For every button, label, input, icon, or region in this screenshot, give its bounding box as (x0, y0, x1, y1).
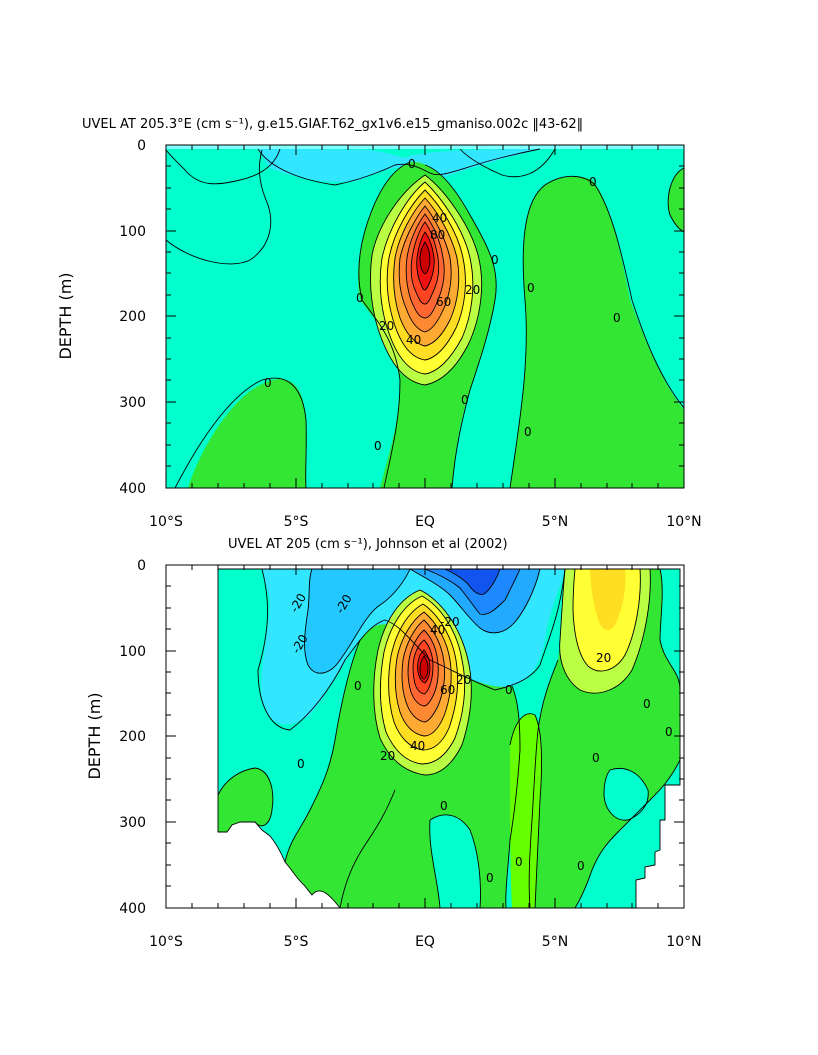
top-contour-label: 80 (430, 228, 445, 242)
top-contour-labels: 0 0 0 0 0 0 0 0 0 0 20 20 40 40 60 80 (264, 157, 621, 453)
bottom-fill-west-20 (304, 569, 410, 674)
top-y-axis-label: DEPTH (m) (56, 272, 75, 359)
top-x-tick-label: 10°S (149, 514, 183, 530)
bottom-contour-label: 0 (354, 679, 362, 693)
bottom-x-tick-labels: 10°S 5°S EQ 5°N 10°N (149, 934, 702, 950)
top-contour-label: 0 (524, 425, 532, 439)
bottom-contour-lines (217, 568, 681, 908)
top-fill-green-east (510, 176, 684, 488)
top-y-tick-label: 100 (119, 224, 146, 240)
bottom-panel: UVEL AT 205 (cm s⁻¹), Johnson et al (200… (85, 537, 702, 950)
top-contour-label: 0 (613, 311, 621, 325)
top-contour-label: 40 (406, 333, 421, 347)
top-contour-label: 0 (264, 376, 272, 390)
top-fill-green-ne (668, 168, 684, 232)
top-contour-lines (166, 148, 684, 488)
bottom-fill-green-bright (510, 713, 542, 908)
top-contour-fills (166, 145, 684, 488)
top-contour-label: 0 (589, 175, 597, 189)
bottom-y-tick-labels: 0 100 200 300 400 (119, 558, 146, 917)
bottom-fill-west-strong-2 (425, 569, 520, 614)
top-y-tick-labels: 0 100 200 300 400 (119, 138, 146, 497)
top-contour-label: 0 (527, 281, 535, 295)
top-y-tick-label: 200 (119, 309, 146, 325)
bottom-y-tick-label: 400 (119, 901, 146, 917)
top-panel: UVEL AT 205.3°E (cm s⁻¹), g.e15.GIAF.T62… (56, 117, 702, 530)
bottom-y-tick-label: 300 (119, 815, 146, 831)
bottom-contour-label: 0 (592, 751, 600, 765)
bottom-x-tick-label: 5°S (284, 934, 309, 950)
bottom-contour-label: -20 (440, 615, 460, 629)
top-contour-label: 40 (432, 211, 447, 225)
bottom-contour-label: 0 (665, 725, 673, 739)
bottom-x-tick-label: 10°N (666, 934, 701, 950)
bottom-contour-label: 20 (380, 749, 395, 763)
top-contour-label: 0 (356, 291, 364, 305)
top-contour-label: 20 (379, 319, 394, 333)
bottom-fill-jet-90 (420, 656, 428, 679)
bottom-contour-label: 0 (643, 697, 651, 711)
top-x-tick-labels: 10°S 5°S EQ 5°N 10°N (149, 514, 702, 530)
bottom-contour-label: 40 (410, 739, 425, 753)
bottom-panel-title: UVEL AT 205 (cm s⁻¹), Johnson et al (200… (228, 537, 508, 552)
bottom-fill-cyan-pocket-2 (604, 768, 649, 821)
top-x-tick-label: 5°S (284, 514, 309, 530)
bottom-y-axis-label: DEPTH (m) (85, 692, 104, 779)
bottom-fill-green-sw (218, 768, 273, 832)
bottom-contour-label: 20 (596, 651, 611, 665)
top-contour-label: 20 (465, 283, 480, 297)
bottom-contour-label: 40 (430, 623, 445, 637)
top-contour-label: 0 (491, 253, 499, 267)
bottom-x-tick-label: EQ (415, 934, 435, 950)
bottom-axis-ticks (165, 564, 685, 908)
bottom-contour-label: 0 (440, 799, 448, 813)
bottom-contour-label: 0 (486, 871, 494, 885)
bottom-contour-label: 20 (456, 673, 471, 687)
top-x-tick-label: 5°N (542, 514, 568, 530)
top-contour-label: 60 (436, 295, 451, 309)
bottom-contour-label: 60 (440, 683, 455, 697)
bottom-x-tick-label: 5°N (542, 934, 568, 950)
top-y-tick-label: 300 (119, 395, 146, 411)
top-contour-label: 0 (374, 439, 382, 453)
bottom-contour-label: 0 (515, 855, 523, 869)
bottom-contour-label: 0 (577, 859, 585, 873)
bottom-fill-west-strong-3 (445, 569, 500, 595)
top-fill-jet-90 (420, 242, 430, 274)
top-y-tick-label: 0 (137, 138, 146, 154)
bottom-y-tick-label: 200 (119, 729, 146, 745)
bottom-y-tick-label: 0 (137, 558, 146, 574)
top-y-tick-label: 400 (119, 481, 146, 497)
top-contour-label: 0 (461, 393, 469, 407)
bottom-fill-cyan-pocket-1 (429, 814, 481, 908)
bottom-contour-label: 0 (505, 683, 513, 697)
top-fill-green-sw (188, 378, 307, 488)
bottom-x-tick-label: 10°S (149, 934, 183, 950)
top-contour-label: 0 (408, 157, 416, 171)
top-x-tick-label: EQ (415, 514, 435, 530)
bottom-fill-necc-30 (590, 569, 626, 631)
bottom-contour-fills (218, 569, 680, 908)
top-x-tick-label: 10°N (666, 514, 701, 530)
top-panel-title: UVEL AT 205.3°E (cm s⁻¹), g.e15.GIAF.T62… (82, 117, 583, 132)
bottom-contour-label: 0 (297, 757, 305, 771)
top-axis-ticks (165, 144, 685, 488)
bottom-y-tick-label: 100 (119, 644, 146, 660)
